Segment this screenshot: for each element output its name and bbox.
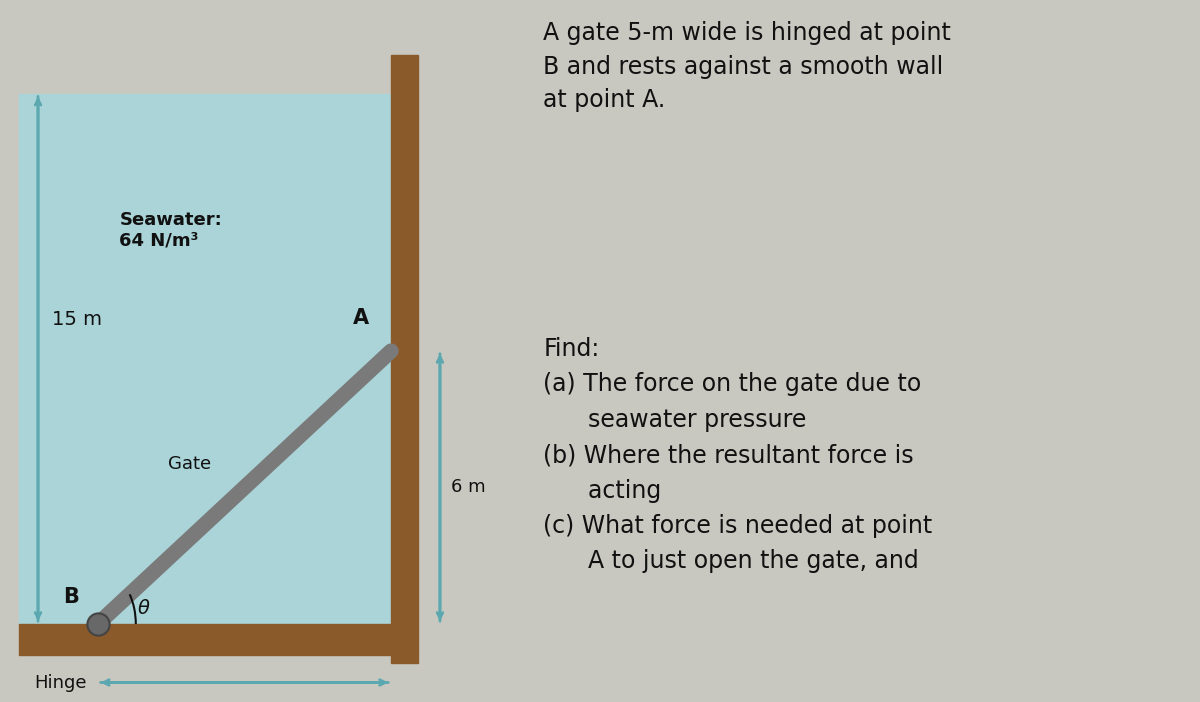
Text: Gate: Gate <box>168 455 211 473</box>
Text: A: A <box>353 307 370 328</box>
Text: θ: θ <box>138 599 150 618</box>
Text: Hinge: Hinge <box>35 673 86 691</box>
Text: Seawater:
64 N/m³: Seawater: 64 N/m³ <box>120 211 222 249</box>
Text: B: B <box>62 587 78 607</box>
Polygon shape <box>391 55 419 663</box>
Text: Find:
(a) The force on the gate due to
      seawater pressure
(b) Where the res: Find: (a) The force on the gate due to s… <box>544 337 932 574</box>
Polygon shape <box>19 93 391 624</box>
Text: 6 m: 6 m <box>451 479 486 496</box>
Polygon shape <box>19 624 391 655</box>
Text: A gate 5-m wide is hinged at point
B and rests against a smooth wall
at point A.: A gate 5-m wide is hinged at point B and… <box>544 21 952 112</box>
Text: 15 m: 15 m <box>52 310 102 329</box>
